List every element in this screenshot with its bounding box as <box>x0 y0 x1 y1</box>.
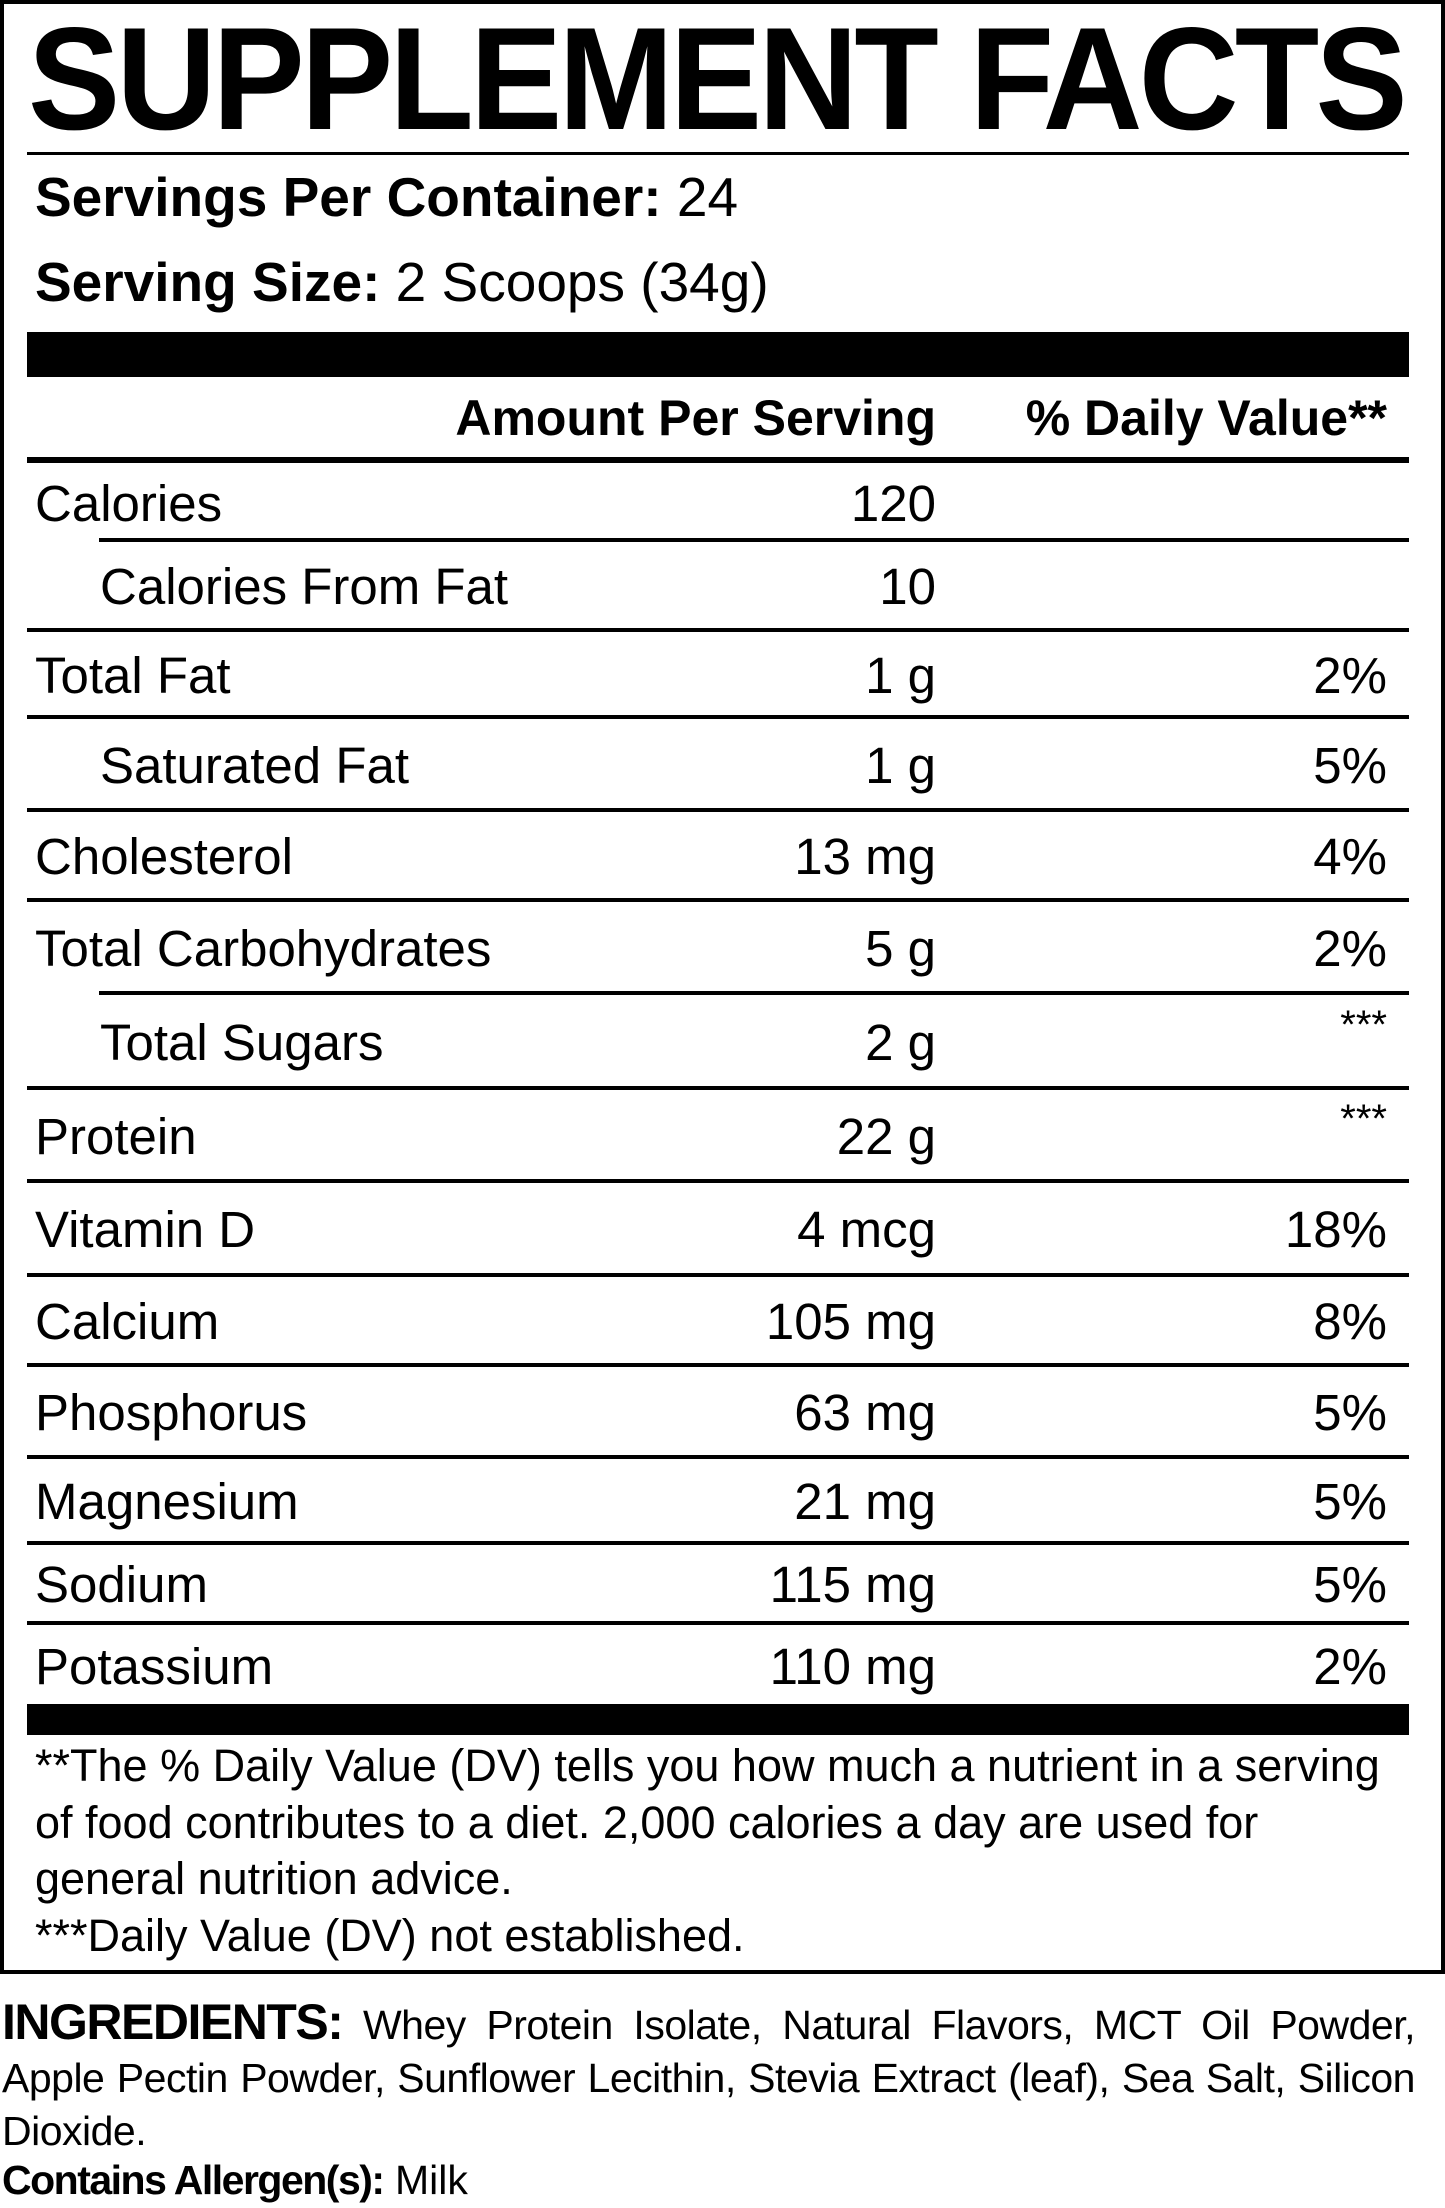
nutrient-amount: 10 <box>879 558 936 615</box>
supplement-facts-panel <box>0 0 1445 1974</box>
row-divider <box>27 898 1409 902</box>
servings-value: 24 <box>676 166 739 228</box>
nutrient-row: Calcium 105 mg 8% <box>27 1277 1409 1367</box>
row-divider <box>99 538 1409 542</box>
servings-per-container: Servings Per Container: 24 <box>35 167 738 227</box>
nutrient-row: Total Carbohydrates 5 g 2% <box>27 902 1409 995</box>
nutrient-name: Sodium <box>35 1556 208 1613</box>
row-divider <box>99 991 1409 995</box>
footnote-dv: **The % Daily Value (DV) tells you how m… <box>35 1740 1380 1904</box>
nutrient-row: Saturated Fat 1 g 5% <box>27 719 1409 812</box>
nutrient-name: Calories <box>35 475 223 532</box>
ingredients-text: Whey Protein Isolate, Natural Flavors, M… <box>2 2002 1416 2154</box>
nutrient-amount: 115 mg <box>769 1556 936 1613</box>
divider <box>27 152 1409 155</box>
row-divider <box>27 1455 1409 1459</box>
nutrient-amount: 105 mg <box>765 1293 936 1350</box>
nutrient-row: Potassium 110 mg 2% <box>27 1625 1409 1708</box>
nutrient-name: Potassium <box>35 1637 274 1695</box>
nutrient-name: Saturated Fat <box>100 736 410 794</box>
row-divider <box>27 1621 1409 1625</box>
nutrient-row: Total Fat 1 g 2% <box>27 632 1409 719</box>
nutrient-row: Total Sugars 2 g *** <box>27 995 1409 1090</box>
nutrient-amount: 5 g <box>865 919 936 977</box>
ingredients-label: INGREDIENTS: <box>2 1994 344 2050</box>
nutrient-daily-value: 2% <box>1313 1637 1387 1695</box>
panel-title: SUPPLEMENT FACTS <box>28 0 1408 160</box>
nutrient-daily-value: 4% <box>1313 828 1387 885</box>
nutrient-name: Calories From Fat <box>100 558 509 615</box>
nutrient-row: Phosphorus 63 mg 5% <box>27 1367 1409 1459</box>
nutrient-daily-value: 5% <box>1313 1384 1387 1441</box>
serving-size-label: Serving Size: <box>35 251 381 313</box>
nutrient-name: Magnesium <box>35 1473 299 1530</box>
nutrient-name: Cholesterol <box>35 828 293 885</box>
thick-divider <box>27 332 1409 377</box>
nutrient-amount: 110 mg <box>769 1637 936 1695</box>
row-divider <box>27 715 1409 719</box>
nutrient-row: Sodium 115 mg 5% <box>27 1545 1409 1625</box>
nutrient-daily-value: *** <box>1340 1002 1387 1047</box>
nutrient-daily-value: 18% <box>1284 1201 1387 1258</box>
nutrient-name: Calcium <box>35 1293 220 1350</box>
nutrient-daily-value: *** <box>1340 1096 1387 1141</box>
nutrient-amount: 63 mg <box>794 1384 936 1441</box>
row-divider <box>27 1363 1409 1367</box>
serving-size-value: 2 Scoops (34g) <box>395 251 769 313</box>
nutrient-name: Protein <box>35 1107 197 1165</box>
nutrient-row: Vitamin D 4 mcg 18% <box>27 1183 1409 1277</box>
nutrient-daily-value: 2% <box>1313 646 1387 704</box>
nutrient-row: Cholesterol 13 mg 4% <box>27 812 1409 902</box>
row-divider <box>27 1086 1409 1090</box>
nutrient-name: Total Fat <box>35 646 231 704</box>
nutrient-daily-value: 5% <box>1313 736 1387 794</box>
header-divider <box>27 457 1409 463</box>
nutrient-row: Calories 120 <box>27 466 1409 542</box>
allergens: Contains Allergen(s): Milk <box>2 2152 468 2208</box>
nutrient-row: Calories From Fat 10 <box>27 542 1409 632</box>
nutrient-row: Protein 22 g *** <box>27 1090 1409 1183</box>
nutrient-row: Magnesium 21 mg 5% <box>27 1459 1409 1545</box>
nutrient-amount: 22 g <box>836 1107 936 1165</box>
row-divider <box>27 808 1409 812</box>
row-divider <box>27 1273 1409 1277</box>
amount-header: Amount Per Serving <box>455 390 936 446</box>
nutrient-amount: 120 <box>850 475 936 532</box>
servings-label: Servings Per Container: <box>35 166 662 228</box>
row-divider <box>27 1541 1409 1545</box>
footnotes: **The % Daily Value (DV) tells you how m… <box>35 1738 1405 1964</box>
row-divider <box>27 628 1409 632</box>
dv-header: % Daily Value** <box>1025 390 1387 446</box>
nutrient-amount: 1 g <box>865 646 936 704</box>
row-divider <box>27 1179 1409 1183</box>
nutrient-daily-value: 5% <box>1313 1556 1387 1613</box>
footnote-not-established: ***Daily Value (DV) not established. <box>35 1909 745 1961</box>
allergens-label: Contains Allergen(s): <box>2 2157 385 2203</box>
nutrient-name: Total Carbohydrates <box>35 919 492 977</box>
thick-divider-bottom <box>27 1704 1409 1735</box>
nutrient-amount: 1 g <box>865 736 936 794</box>
nutrient-amount: 2 g <box>865 1013 936 1071</box>
nutrient-amount: 13 mg <box>794 828 936 885</box>
nutrient-daily-value: 5% <box>1313 1473 1387 1530</box>
nutrient-daily-value: 8% <box>1313 1293 1387 1350</box>
nutrient-name: Vitamin D <box>35 1201 256 1258</box>
serving-size: Serving Size: 2 Scoops (34g) <box>35 252 769 312</box>
allergens-text: Milk <box>394 2157 468 2203</box>
nutrient-amount: 4 mcg <box>797 1201 936 1258</box>
nutrient-name: Phosphorus <box>35 1384 308 1441</box>
nutrient-name: Total Sugars <box>100 1013 384 1071</box>
nutrient-daily-value: 2% <box>1313 919 1387 977</box>
nutrient-amount: 21 mg <box>794 1473 936 1530</box>
ingredients: INGREDIENTS: Whey Protein Isolate, Natur… <box>2 1994 1416 2158</box>
